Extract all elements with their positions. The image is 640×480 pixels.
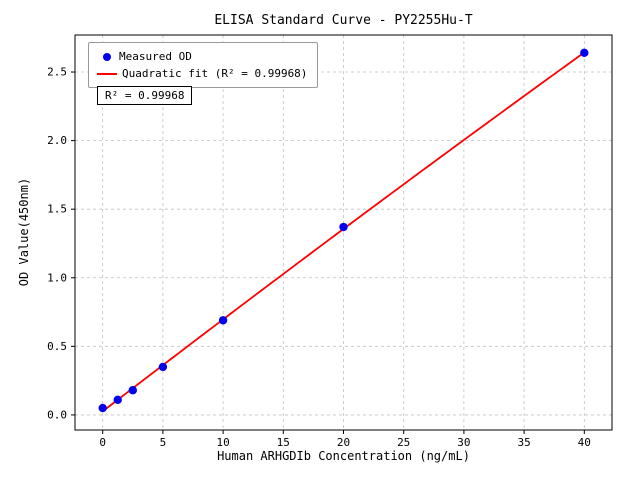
x-tick-label: 0 [99, 436, 106, 449]
data-point [128, 386, 137, 395]
y-tick-label: 2.0 [47, 134, 67, 147]
legend-entry-quadratic-fit: Quadratic fit (R² = 0.99968) [97, 65, 307, 82]
x-tick-label: 20 [337, 436, 350, 449]
y-tick-label: 2.5 [47, 66, 67, 79]
legend-entry-measured-od: Measured OD [97, 48, 307, 65]
legend: Measured OD Quadratic fit (R² = 0.99968) [88, 42, 319, 88]
legend-label-measured-od: Measured OD [119, 50, 192, 63]
data-point [113, 395, 122, 405]
legend-marker-dot-icon [103, 52, 111, 61]
y-tick-label: 1.5 [47, 203, 67, 216]
y-tick-label: 0.5 [47, 340, 67, 353]
data-point [580, 48, 589, 58]
data-point [158, 362, 168, 372]
x-tick-label: 40 [578, 436, 591, 449]
r-squared-annotation: R² = 0.99968 [97, 86, 193, 105]
y-tick-label: 0.0 [47, 408, 67, 421]
fit-line [102, 51, 585, 413]
data-point [98, 403, 107, 413]
data-point [339, 222, 348, 232]
x-tick-label: 35 [517, 436, 530, 449]
x-axis-label: Human ARHGDIb Concentration (ng/mL) [217, 449, 470, 463]
legend-marker-line-icon [97, 72, 117, 75]
y-axis-label: OD Value(450nm) [17, 177, 31, 287]
x-tick-label: 25 [397, 436, 410, 449]
x-tick-label: 15 [277, 436, 290, 449]
legend-label-quadratic-fit: Quadratic fit (R² = 0.99968) [122, 67, 308, 80]
x-tick-label: 30 [457, 436, 470, 449]
chart-title: ELISA Standard Curve - PY2255Hu-T [214, 13, 473, 28]
x-tick-label: 5 [160, 436, 167, 449]
y-tick-label: 1.0 [47, 271, 67, 284]
data-point [218, 316, 228, 325]
x-tick-label: 10 [216, 436, 229, 449]
